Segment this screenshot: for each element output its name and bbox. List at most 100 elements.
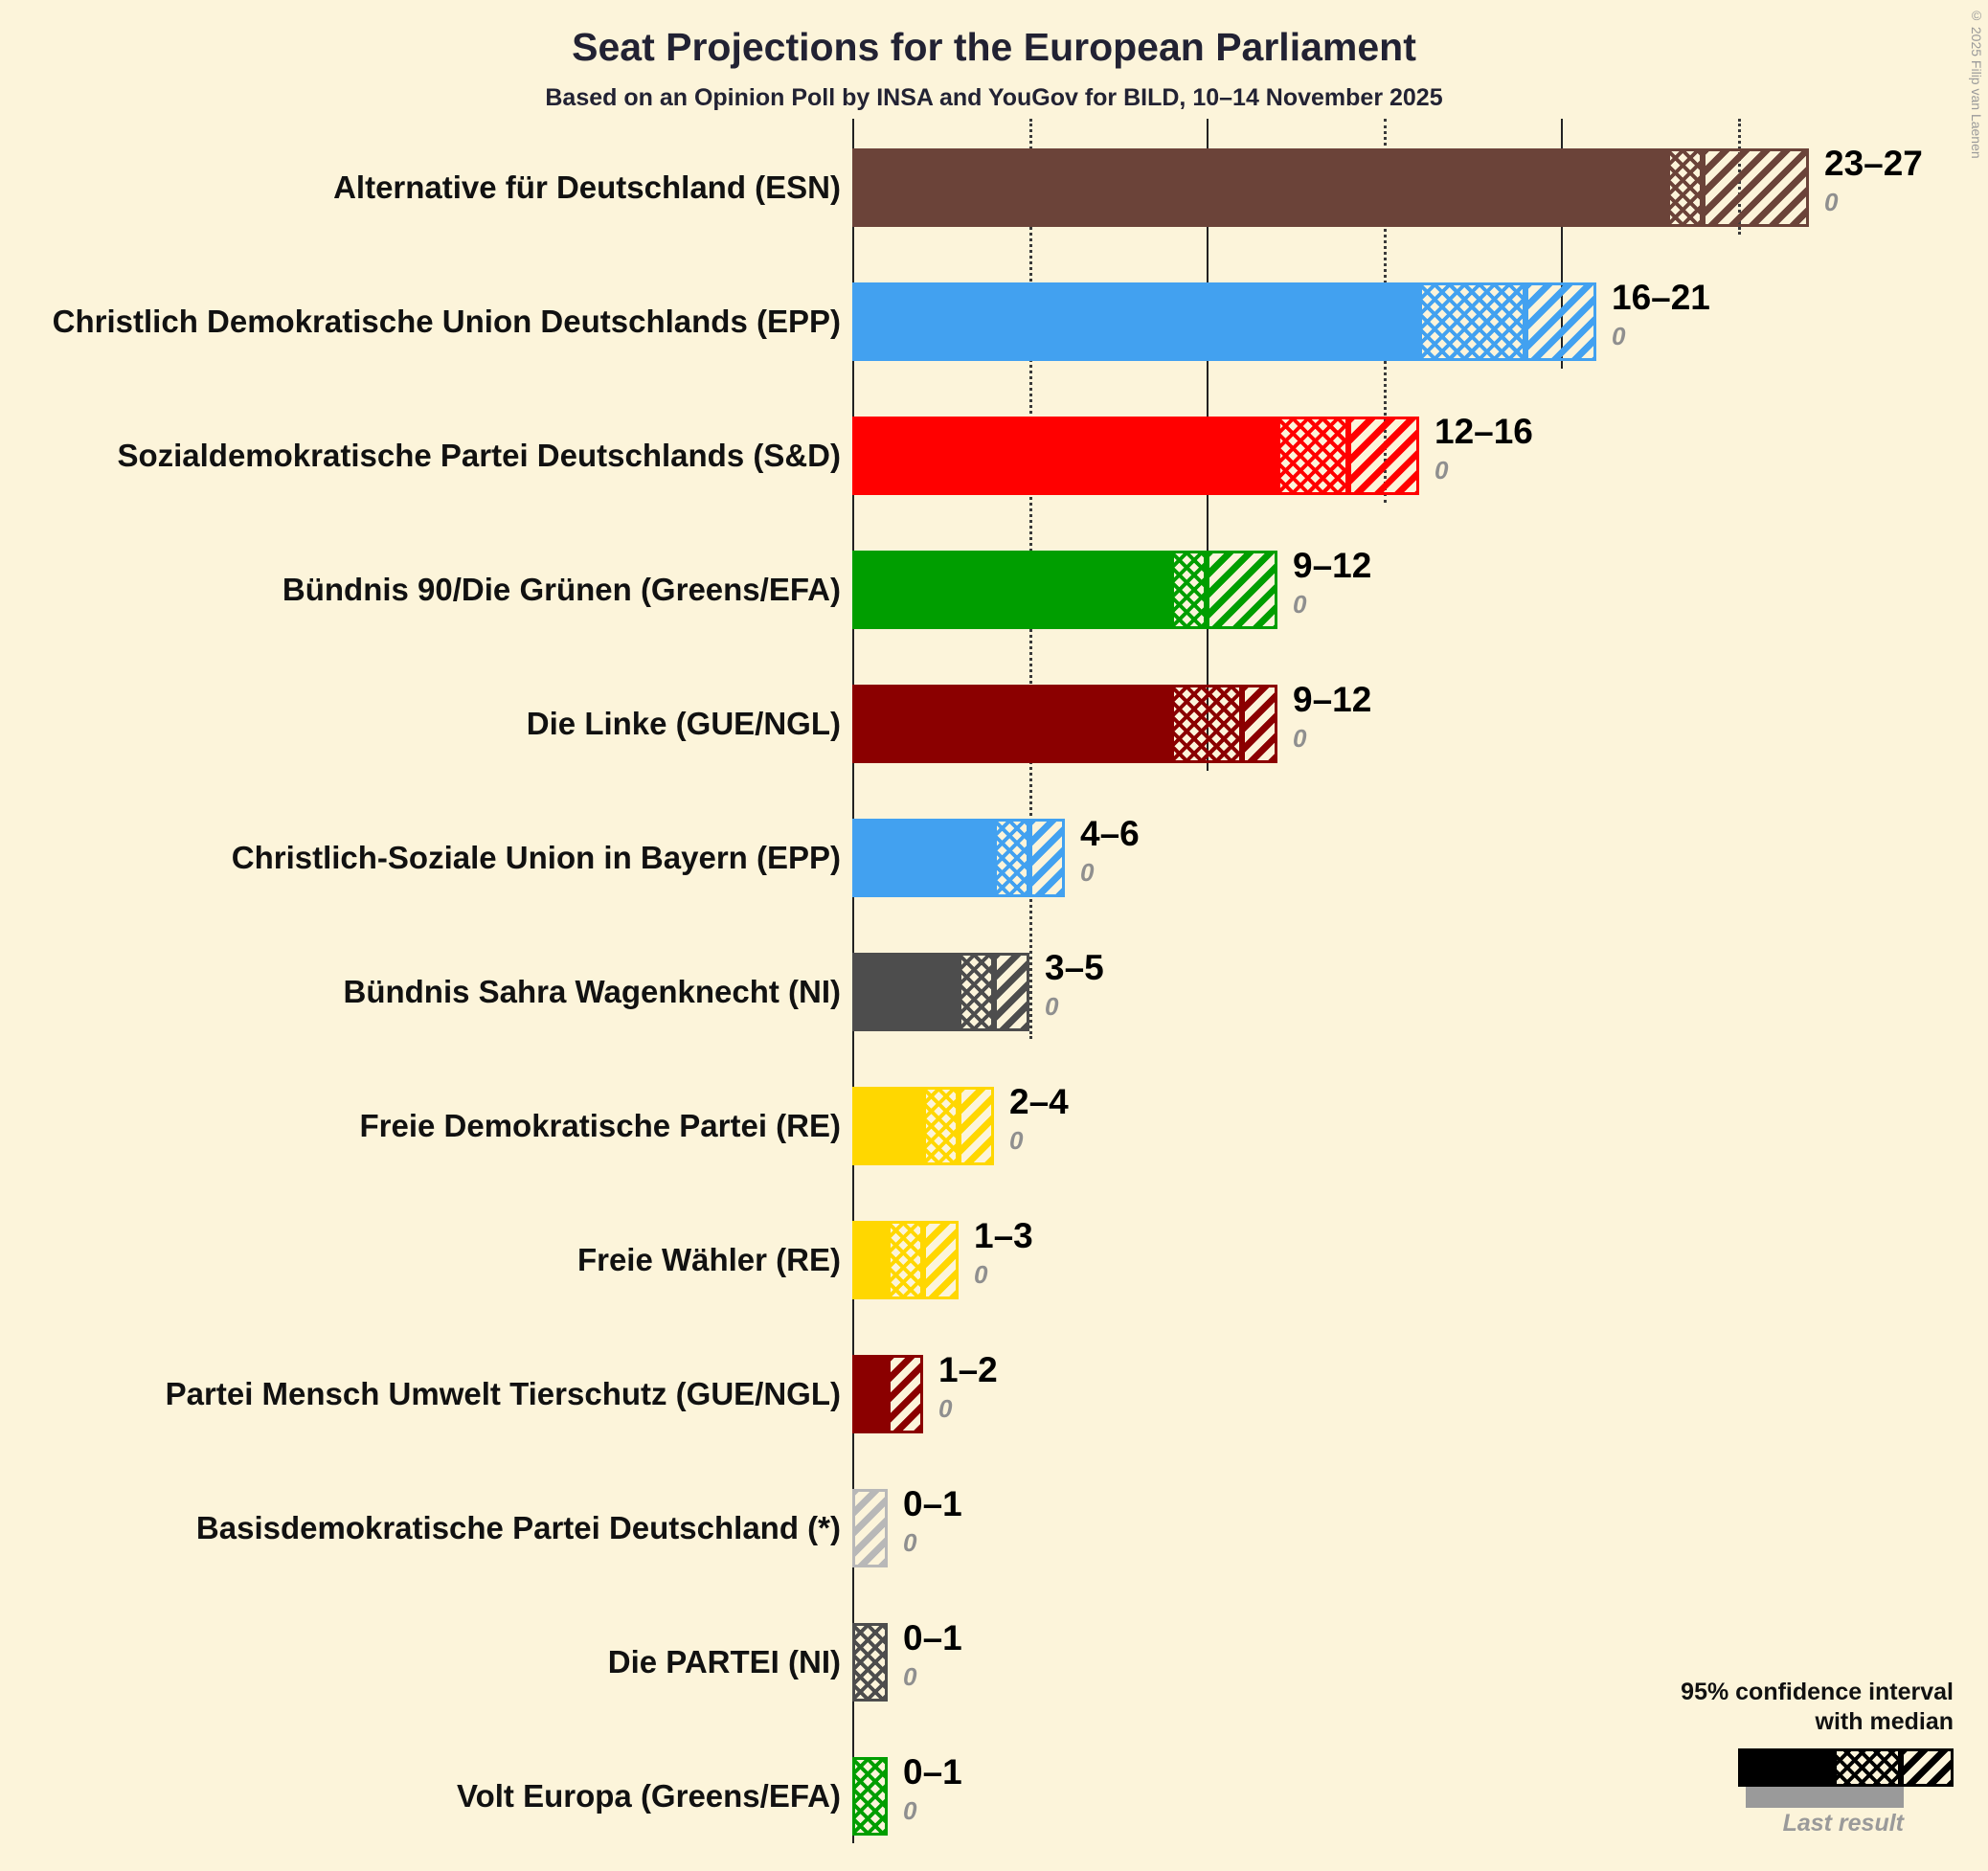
bar-row: Die PARTEI (NI) 0–1 0 [0,1595,1988,1729]
bar-segment-solid [852,685,1171,763]
value-labels: 1–2 0 [938,1348,998,1423]
bar-segment-diag [1242,685,1277,763]
seat-bar [852,953,1029,1031]
bar-segment-diag [852,1489,888,1567]
bar-segment-cross [852,1623,888,1702]
bar-row: Sozialdemokratische Partei Deutschlands … [0,389,1988,523]
bar-row: Die Linke (GUE/NGL) 9–12 0 [0,657,1988,791]
range-label: 1–2 [938,1350,998,1389]
seat-bar [852,1757,888,1836]
copyright-note: © 2025 Filip van Laenen [1969,8,1984,159]
bar-row: Christlich Demokratische Union Deutschla… [0,255,1988,389]
party-label: Alternative für Deutschland (ESN) [333,169,841,205]
last-result-value: 0 [938,1394,953,1423]
party-label: Die PARTEI (NI) [607,1644,841,1679]
party-label: Bündnis Sahra Wagenknecht (NI) [343,974,842,1009]
party-label: Christlich Demokratische Union Deutschla… [52,304,841,339]
value-labels: 9–12 0 [1293,544,1371,619]
value-labels: 12–16 0 [1435,410,1533,485]
range-label: 0–1 [903,1752,962,1792]
legend: 95% confidence interval with median Last… [1551,1678,1954,1838]
party-label: Die Linke (GUE/NGL) [526,706,841,741]
range-label: 12–16 [1435,412,1533,451]
legend-bar-diagonal-segment [1901,1748,1954,1787]
range-label: 3–5 [1045,948,1104,987]
range-label: 0–1 [903,1618,962,1657]
bar-row: Partei Mensch Umwelt Tierschutz (GUE/NGL… [0,1327,1988,1461]
value-labels: 2–4 0 [1009,1080,1069,1155]
seat-bar [852,1221,959,1299]
bar-segment-diag [888,1355,923,1433]
bar-segment-diag [923,1221,959,1299]
last-result-value: 0 [1045,992,1059,1021]
seat-bar [852,1489,888,1567]
value-labels: 1–3 0 [974,1214,1033,1289]
bar-segment-cross [1171,685,1242,763]
bar-segment-diag [959,1087,994,1165]
bar-segment-diag [1029,819,1065,897]
value-labels: 0–1 0 [903,1616,962,1691]
range-label: 2–4 [1009,1082,1069,1121]
party-label: Bündnis 90/Die Grünen (Greens/EFA) [282,572,841,607]
bar-segment-solid [852,148,1667,227]
chart-subtitle: Based on an Opinion Poll by INSA and You… [545,84,1443,111]
seat-bar [852,148,1809,227]
bar-segment-cross [994,819,1029,897]
bar-row: Bündnis Sahra Wagenknecht (NI) 3–5 0 [0,925,1988,1059]
seat-bar [852,282,1596,361]
legend-median-label: with median [1815,1708,1954,1735]
bar-segment-diag [1525,282,1596,361]
legend-last-result-bar [1746,1787,1904,1808]
bar-row: Freie Wähler (RE) 1–3 0 [0,1193,1988,1327]
bar-segment-solid [852,1355,888,1433]
bar-segment-solid [852,819,994,897]
value-labels: 23–27 0 [1824,142,1923,216]
seat-bar [852,1623,888,1702]
last-result-value: 0 [1612,322,1626,350]
party-label: Basisdemokratische Partei Deutschland (*… [195,1510,841,1545]
party-label: Partei Mensch Umwelt Tierschutz (GUE/NGL… [165,1376,841,1411]
bar-segment-diag [1348,417,1419,495]
last-result-value: 0 [903,1662,917,1691]
bar-segment-solid [852,417,1277,495]
seat-bar [852,417,1419,495]
party-label: Freie Wähler (RE) [576,1242,841,1277]
value-labels: 0–1 0 [903,1482,962,1557]
bar-segment-cross [852,1757,888,1836]
value-labels: 16–21 0 [1612,276,1710,350]
bar-segment-cross [888,1221,923,1299]
last-result-value: 0 [903,1796,917,1825]
legend-bar-crosshatch-segment [1834,1748,1901,1787]
last-result-value: 0 [1293,724,1307,753]
last-result-value: 0 [1293,590,1307,619]
legend-ci-label: 95% confidence interval [1681,1679,1954,1705]
bar-segment-cross [1171,551,1207,629]
bar-segment-diag [1207,551,1277,629]
seat-bar [852,819,1065,897]
bar-segment-solid [852,1221,888,1299]
bar-segment-cross [959,953,994,1031]
last-result-value: 0 [1080,858,1095,887]
seat-bar [852,551,1277,629]
last-result-value: 0 [974,1260,988,1289]
bar-segment-cross [1667,148,1703,227]
party-label: Freie Demokratische Partei (RE) [359,1108,841,1143]
party-label: Volt Europa (Greens/EFA) [457,1778,841,1814]
bar-segment-cross [1277,417,1348,495]
bar-row: Christlich-Soziale Union in Bayern (EPP)… [0,791,1988,925]
range-label: 0–1 [903,1484,962,1523]
bar-row: Freie Demokratische Partei (RE) 2–4 0 [0,1059,1988,1193]
value-labels: 0–1 0 [903,1750,962,1825]
bar-segment-solid [852,551,1171,629]
gridline-solid-20 [1561,119,1563,369]
party-label: Christlich-Soziale Union in Bayern (EPP) [231,840,841,875]
chart-title: Seat Projections for the European Parlia… [572,25,1416,69]
bar-segment-cross [1419,282,1525,361]
bar-segment-diag [994,953,1029,1031]
bar-segment-solid [852,282,1419,361]
seat-bar [852,1087,994,1165]
party-label: Sozialdemokratische Partei Deutschlands … [117,438,841,473]
last-result-value: 0 [1009,1126,1024,1155]
legend-ci-bar [1738,1748,1954,1787]
